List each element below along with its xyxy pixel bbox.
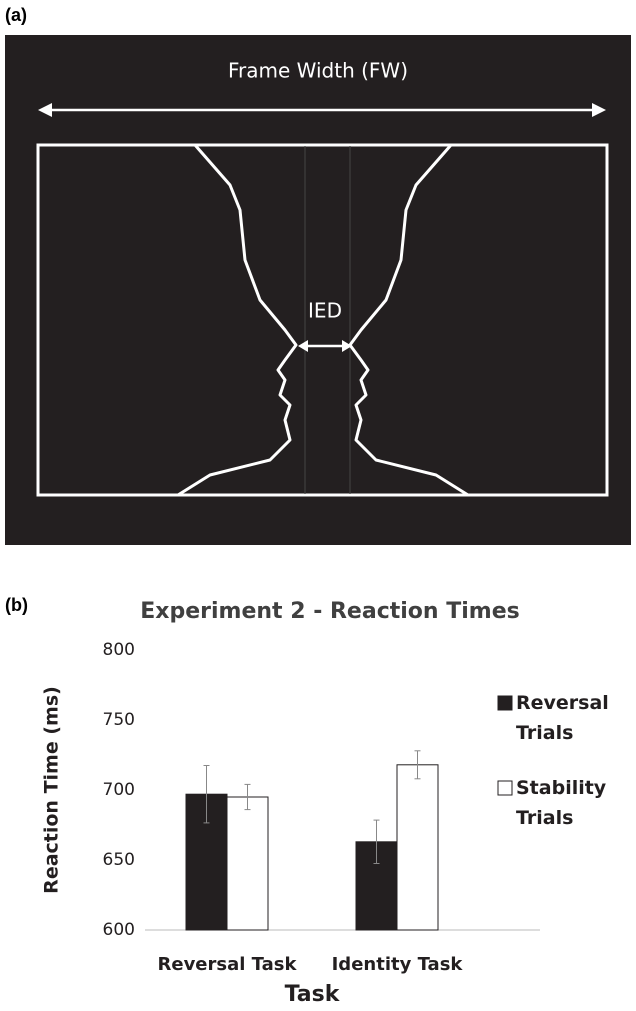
page: (a) Frame Width (FW) IED (b) Experiment … <box>0 0 636 1011</box>
legend-label-box: Stability Trials <box>516 773 634 837</box>
figure: (a) Frame Width (FW) IED (b) Experiment … <box>0 0 636 1011</box>
legend-label: Reversal Trials <box>516 688 634 748</box>
y-tick-label: 750 <box>103 710 135 730</box>
panel-label: (a) <box>5 5 27 25</box>
x-tick-label: Identity Task <box>332 954 464 975</box>
legend-swatch <box>498 696 512 710</box>
y-axis-label: Reaction Time (ms) <box>41 686 63 894</box>
x-axis-label: Task <box>285 982 341 1007</box>
legend-label-box: Reversal Trials <box>516 688 634 752</box>
gap-label: IED <box>308 299 342 323</box>
legend-swatch <box>498 781 512 795</box>
bar <box>227 797 268 930</box>
legend-label: Stability Trials <box>516 773 634 833</box>
bar <box>397 765 438 930</box>
chart-title: Experiment 2 - Reaction Times <box>140 599 519 624</box>
y-tick-label: 600 <box>103 920 135 940</box>
y-tick-label: 650 <box>103 850 135 870</box>
diagram-background <box>5 35 631 545</box>
y-tick-label: 800 <box>103 640 135 660</box>
x-tick-label: Reversal Task <box>158 954 298 975</box>
y-tick-label: 700 <box>103 780 135 800</box>
frame-label: Frame Width (FW) <box>228 59 408 83</box>
panel-label: (b) <box>5 595 28 615</box>
